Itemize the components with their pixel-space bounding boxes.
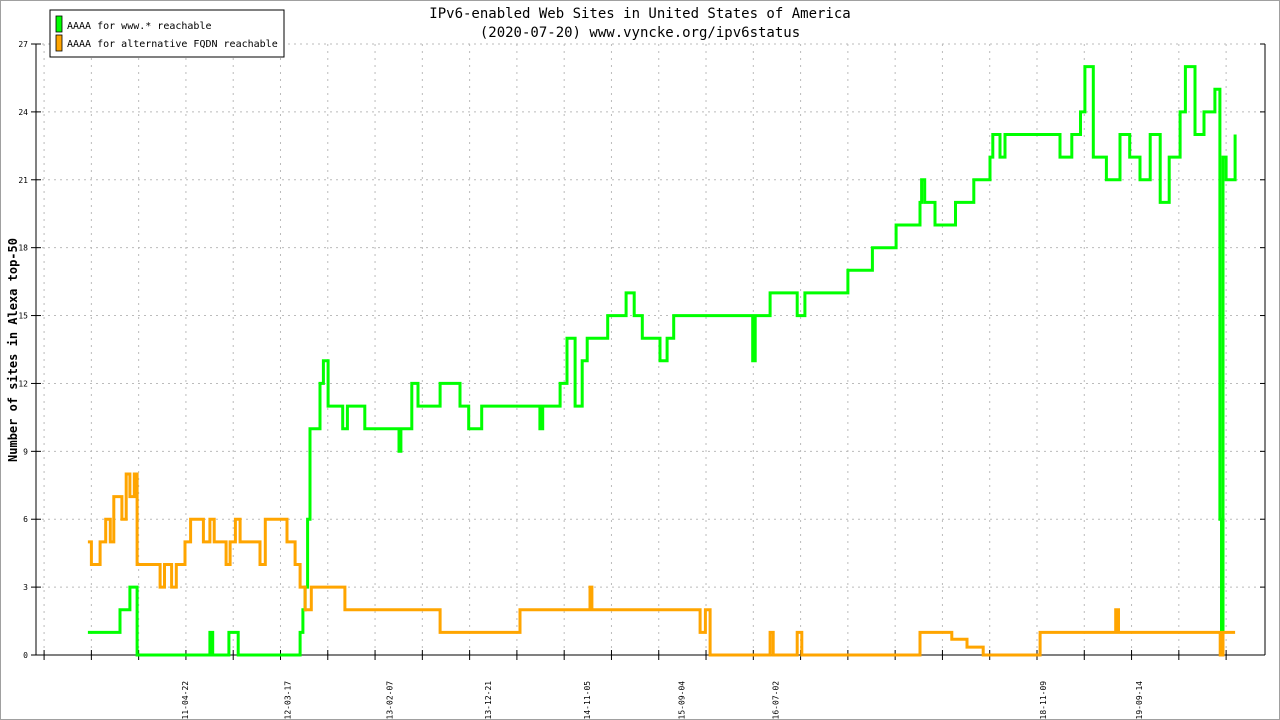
x-tick-label: 2011-04-22	[181, 681, 190, 720]
legend-label-alt-fqdn: AAAA for alternative FQDN reachable	[67, 39, 278, 50]
legend: AAAA for www.* reachable AAAA for altern…	[49, 9, 285, 58]
x-tick-label: 2019-09-14	[1135, 681, 1144, 720]
y-axis-label: Number of sites in Alexa top-50	[6, 238, 20, 462]
y-tick-label: 24	[18, 108, 28, 117]
y-tick-label: 18	[18, 244, 28, 253]
x-tick-label: 2016-07-02	[771, 681, 780, 720]
y-tick-label: 12	[18, 379, 28, 388]
y-tick-label: 27	[18, 40, 28, 49]
legend-label-www: AAAA for www.* reachable	[67, 21, 212, 32]
chart-title: IPv6-enabled Web Sites in United States …	[429, 6, 850, 22]
x-tick-label: 2013-02-07	[385, 681, 394, 720]
axes: 0 3 6 9 12 15 18 21 24 27 2011-04-22 2012-03-17 2013…	[18, 40, 1266, 720]
y-tick-label: 3	[23, 583, 28, 592]
legend-swatch-alt-fqdn	[55, 34, 63, 52]
x-tick-label: 2018-11-09	[1039, 681, 1048, 720]
y-tick-label: 6	[23, 515, 28, 524]
y-tick-label: 9	[23, 447, 28, 456]
chart-subtitle: (2020-07-20) www.vyncke.org/ipv6status	[480, 25, 800, 41]
series-lines	[87, 65, 1237, 657]
legend-swatch-www	[55, 15, 63, 33]
x-tick-label: 2014-11-05	[583, 681, 592, 720]
x-tick-label: 2012-03-17	[284, 681, 293, 720]
series-line-1	[87, 472, 1236, 657]
y-tick-label: 15	[18, 312, 28, 321]
x-tick-label: 2015-09-04	[677, 681, 686, 720]
y-tick-label: 0	[23, 651, 28, 660]
series-line-0	[87, 65, 1237, 657]
x-tick-label: 2013-12-21	[484, 681, 493, 720]
y-tick-label: 21	[18, 176, 28, 185]
